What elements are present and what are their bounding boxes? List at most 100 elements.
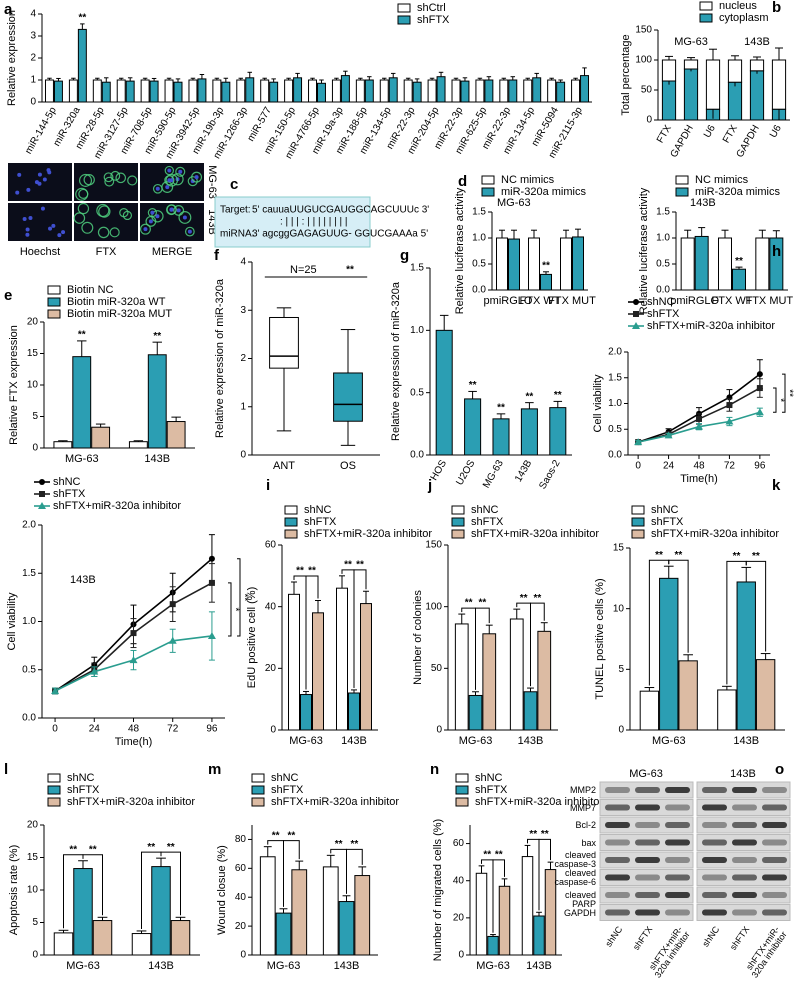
legend-label: shNC [475, 772, 503, 784]
y-tick-label: 4 [30, 9, 36, 20]
y-tick-label: 40 [265, 601, 277, 612]
panel-label: m [208, 761, 221, 778]
y-tick-label: 0.0 [410, 450, 424, 461]
bar [521, 856, 534, 956]
micrograph [8, 203, 72, 241]
legend-swatch [455, 773, 469, 783]
x-tick-label: ANT [273, 460, 295, 472]
legend-label: Biotin NC [67, 284, 114, 296]
blot-band [732, 787, 757, 793]
nucleus-stain [15, 190, 20, 195]
significance: ** [520, 593, 528, 604]
bar-segment [771, 59, 787, 110]
significance: ** [675, 550, 683, 561]
x-tick-label: MG-63 [267, 960, 301, 972]
bar [412, 81, 422, 103]
bar [460, 80, 470, 103]
blot-strip [599, 869, 694, 886]
nucleus-stain [48, 226, 53, 231]
cell-stain [97, 226, 110, 239]
x-tick-label: 72 [724, 461, 736, 472]
legend-label: shFTX+miR-320a inhibitor [271, 796, 399, 808]
panel-label: j [427, 477, 432, 494]
blot-row-label: MMP2 [569, 785, 596, 795]
bar [317, 82, 326, 103]
bar [340, 75, 350, 103]
blot-band [665, 857, 690, 863]
cell-stain [152, 183, 163, 194]
bracket [160, 851, 181, 916]
blot-group-label: 143B [730, 768, 756, 780]
blot-strip [599, 816, 694, 834]
cell-stain [79, 173, 93, 187]
panel-label: i [266, 477, 270, 494]
legend-label: shFTX [67, 784, 100, 796]
nucleus-stain [155, 186, 160, 191]
blot-band [762, 822, 787, 828]
x-tick-label: 0 [52, 724, 58, 735]
significance: ** [465, 598, 473, 609]
y-axis-label: TUNEL positive cells (%) [594, 578, 606, 699]
legend-swatch [284, 517, 298, 527]
y-tick-label: 1.0 [410, 325, 424, 336]
bar [44, 79, 54, 103]
group-label: 143B [744, 36, 770, 48]
nucleus-stain [47, 170, 52, 175]
blot-band [635, 839, 660, 846]
bar [173, 81, 183, 103]
blot-band [605, 787, 630, 793]
bar [92, 920, 113, 956]
nucleus-stain [34, 180, 39, 185]
nucleus-stain [167, 168, 172, 173]
bar [275, 912, 292, 956]
legend-label: shNC [304, 504, 332, 516]
bar [269, 81, 279, 103]
y-tick-label: 100 [635, 55, 652, 66]
blot-band [762, 804, 787, 811]
box [269, 316, 299, 369]
bar [492, 418, 510, 456]
bracket [538, 838, 551, 911]
blot-band [732, 874, 757, 881]
legend-label: shFTX [647, 308, 680, 320]
bar [755, 237, 770, 291]
cell-stain [166, 204, 177, 216]
bar [131, 933, 152, 956]
cell-stain [127, 175, 138, 186]
y-tick-label: 5 [32, 411, 38, 422]
y-axis-label: Relative FTX expression [8, 325, 20, 445]
y-axis-label: Number of migrated cells (%) [432, 819, 444, 961]
y-tick-label: 1.0 [22, 616, 36, 627]
bar [147, 354, 167, 449]
cell-stain [73, 212, 86, 224]
blot-band [702, 822, 727, 828]
y-tick-label: 0 [458, 950, 464, 961]
bar [736, 581, 756, 731]
significance: ** [752, 551, 760, 562]
significance: ** [542, 260, 550, 271]
legend-label: Biotin miR-320a WT [67, 296, 166, 308]
legend-swatch [451, 517, 465, 527]
bar-segment [683, 68, 699, 121]
mirna-label: miRNA: [220, 229, 254, 240]
significance: ** [529, 829, 537, 840]
bar [164, 79, 174, 103]
bar [125, 80, 135, 103]
legend-label: shFTX+miR-320a inhibitor [53, 500, 181, 512]
significance: ** [541, 829, 549, 840]
legend-label: shFTX [471, 516, 504, 528]
cell-stain [175, 166, 186, 177]
y-tick-label: 150 [425, 540, 442, 551]
y-tick-label: 20 [235, 921, 247, 932]
legend-swatch [47, 773, 61, 783]
bar [221, 81, 231, 103]
y-tick-label: 2 [240, 353, 246, 364]
panel-label: g [400, 247, 409, 264]
bar [499, 79, 509, 103]
legend-swatch [251, 773, 265, 783]
marker [129, 656, 138, 664]
x-tick-label: 24 [89, 724, 101, 735]
marker [664, 431, 673, 439]
marker [756, 385, 763, 392]
bar [680, 237, 695, 291]
